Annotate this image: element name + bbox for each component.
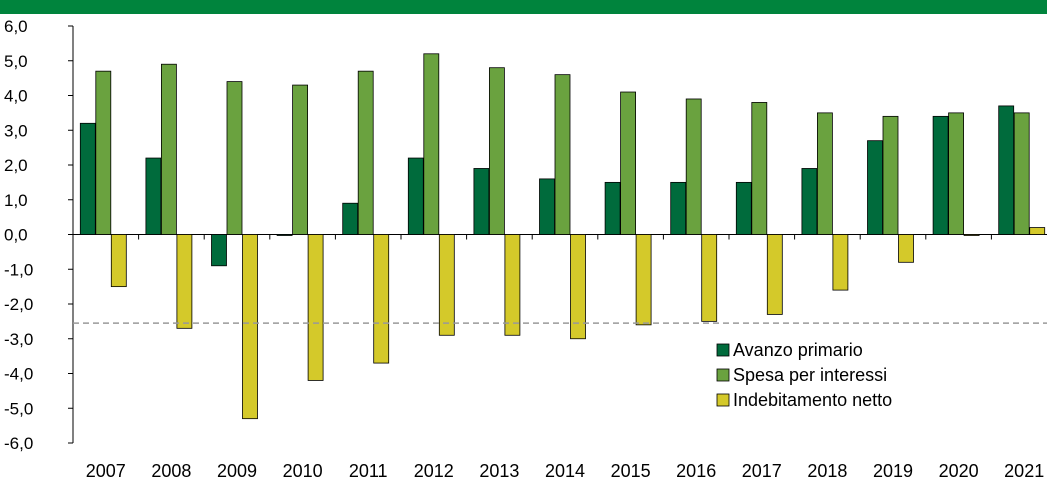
bar-avanzo-primario	[735, 181, 752, 235]
y-tick-label: -6,0	[4, 434, 33, 453]
y-tick-label: 1,0	[4, 191, 28, 210]
bar-avanzo-primario	[867, 140, 883, 235]
bar-indebitamento-netto	[635, 234, 652, 326]
title-bar	[0, 0, 1047, 14]
bar-avanzo-primario	[407, 157, 424, 235]
legend-label: Spesa per interessi	[733, 365, 887, 385]
bar-avanzo-primario	[342, 202, 359, 235]
bar-indebitamento-netto	[1029, 227, 1046, 235]
bar-spesa-per-interessi	[1013, 112, 1030, 235]
bar-indebitamento-netto	[570, 234, 586, 340]
bar-spesa-per-interessi	[620, 91, 636, 235]
bar-spesa-per-interessi	[357, 70, 374, 235]
y-tick-label: -4,0	[4, 365, 33, 384]
bar-avanzo-primario	[79, 122, 96, 235]
bar-indebitamento-netto	[373, 234, 390, 364]
x-tick-label: 2007	[86, 461, 126, 481]
y-tick-label: 5,0	[4, 52, 28, 71]
bar-spesa-per-interessi	[292, 84, 309, 235]
bar-indebitamento-netto	[701, 234, 718, 322]
y-tick-label: -3,0	[4, 330, 33, 349]
bar-avanzo-primario	[670, 181, 687, 235]
y-tick-label: 2,0	[4, 156, 28, 175]
x-tick-label: 2012	[414, 461, 454, 481]
bar-spesa-per-interessi	[751, 102, 768, 235]
x-tick-label: 2009	[217, 461, 257, 481]
y-tick-label: -5,0	[4, 399, 33, 418]
bar-spesa-per-interessi	[488, 67, 505, 235]
bar-avanzo-primario	[276, 234, 293, 236]
x-tick-label: 2016	[676, 461, 716, 481]
x-tick-label: 2013	[479, 461, 519, 481]
legend-label: Indebitamento netto	[733, 390, 892, 410]
y-tick-label: 6,0	[4, 17, 28, 36]
x-tick-label: 2018	[807, 461, 847, 481]
legend-swatch	[716, 393, 730, 407]
bar-avanzo-primario	[539, 178, 555, 235]
bar-spesa-per-interessi	[817, 112, 833, 235]
bar-indebitamento-netto	[898, 234, 914, 263]
bar-avanzo-primario	[473, 168, 490, 235]
x-tick-label: 2021	[1004, 461, 1044, 481]
bar-avanzo-primario	[604, 181, 621, 235]
bar-spesa-per-interessi	[423, 53, 440, 235]
bar-indebitamento-netto	[504, 234, 521, 336]
legend-label: Avanzo primario	[733, 340, 863, 360]
bar-indebitamento-netto	[438, 234, 455, 336]
x-tick-label: 2008	[151, 461, 191, 481]
bar-spesa-per-interessi	[948, 112, 964, 235]
bar-avanzo-primario	[211, 234, 227, 267]
x-tick-label: 2015	[611, 461, 651, 481]
bar-indebitamento-netto	[963, 234, 980, 236]
bar-spesa-per-interessi	[160, 63, 177, 235]
y-tick-label: 3,0	[4, 121, 28, 140]
bar-avanzo-primario	[998, 105, 1015, 235]
bar-indebitamento-netto	[832, 234, 849, 291]
bar-indebitamento-netto	[176, 234, 193, 329]
bar-indebitamento-netto	[307, 234, 324, 381]
bar-indebitamento-netto	[110, 234, 127, 288]
x-tick-label: 2017	[742, 461, 782, 481]
legend-swatch	[716, 343, 730, 357]
bar-avanzo-primario	[801, 168, 818, 235]
bar-spesa-per-interessi	[685, 98, 702, 235]
bar-spesa-per-interessi	[95, 70, 112, 235]
bar-indebitamento-netto	[766, 234, 783, 315]
x-tick-label: 2014	[545, 461, 585, 481]
bar-spesa-per-interessi	[226, 81, 243, 235]
x-tick-label: 2010	[283, 461, 323, 481]
y-tick-label: 4,0	[4, 87, 28, 106]
bar-spesa-per-interessi	[882, 115, 899, 235]
bar-avanzo-primario	[145, 157, 162, 235]
y-tick-label: -1,0	[4, 260, 33, 279]
y-tick-label: -2,0	[4, 295, 33, 314]
bar-spesa-per-interessi	[554, 74, 571, 235]
legend-swatch	[716, 368, 730, 382]
y-tick-label: 0,0	[4, 226, 28, 245]
bar-indebitamento-netto	[242, 234, 258, 420]
x-tick-label: 2011	[349, 461, 388, 481]
bar-avanzo-primario	[932, 115, 949, 235]
x-tick-label: 2020	[939, 461, 979, 481]
x-tick-label: 2019	[873, 461, 913, 481]
